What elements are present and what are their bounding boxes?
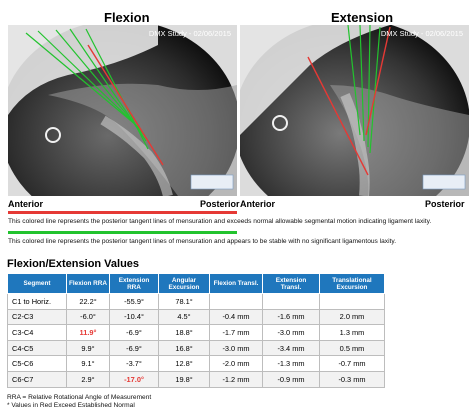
extension-xray-image: DMX Study - 02/06/2015	[240, 25, 469, 196]
footnote-red-values: * Values in Red Exceed Established Norma…	[7, 402, 135, 409]
cell-segment: C6-C7	[7, 370, 67, 388]
flexion-extension-table: Segment Flexion RRA Extension RRA Angula…	[7, 273, 385, 388]
table-row: C4-C5 9.9° -6.9° 16.8° -3.0 mm -3.4 mm 0…	[7, 339, 385, 357]
cell-extension-rra-exceeded: -17.0°	[109, 370, 159, 388]
table-header-row: Segment Flexion RRA Extension RRA Angula…	[7, 273, 385, 294]
header-flexion-transl: Flexion Transl.	[209, 273, 263, 294]
red-line-legend-text: This colored line represents the posteri…	[8, 218, 432, 225]
cell-translational-excursion: 2.0 mm	[319, 308, 385, 326]
flexion-xray-image: DMX Study - 02/06/2015	[8, 25, 237, 196]
cell-extension-rra: -3.7°	[109, 355, 159, 372]
flexion-title: Flexion	[104, 10, 150, 25]
flexion-anterior-label: Anterior	[8, 199, 44, 209]
cell-flexion-rra: -6.0°	[66, 308, 110, 326]
cell-flexion-rra-exceeded: 11.9°	[66, 324, 110, 341]
cell-translational-excursion: -0.3 mm	[319, 370, 385, 388]
cell-extension-rra: -55.9°	[109, 293, 159, 310]
flexion-posterior-label: Posterior	[200, 199, 240, 209]
cell-extension-transl: -1.3 mm	[262, 355, 320, 372]
cell-translational-excursion	[319, 293, 385, 310]
cell-angular-excursion: 78.1°	[158, 293, 210, 310]
cell-angular-excursion: 16.8°	[158, 339, 210, 357]
cell-translational-excursion: -0.7 mm	[319, 355, 385, 372]
table-title: Flexion/Extension Values	[7, 258, 140, 270]
header-angular-excursion: Angular Excursion	[158, 273, 210, 294]
cell-segment: C1 to Horiz.	[7, 293, 67, 310]
header-segment: Segment	[7, 273, 67, 294]
red-line-legend-swatch	[8, 211, 237, 214]
cell-extension-transl: -0.9 mm	[262, 370, 320, 388]
header-flexion-rra: Flexion RRA	[66, 273, 110, 294]
extension-study-stamp: DMX Study - 02/06/2015	[380, 29, 463, 38]
cell-segment: C4-C5	[7, 339, 67, 357]
extension-anterior-label: Anterior	[240, 199, 276, 209]
cell-extension-rra: -6.9°	[109, 339, 159, 357]
cell-translational-excursion: 0.5 mm	[319, 339, 385, 357]
cell-flexion-transl: -3.0 mm	[209, 339, 263, 357]
cell-extension-transl: -1.6 mm	[262, 308, 320, 326]
cell-angular-excursion: 19.8°	[158, 370, 210, 388]
header-extension-transl: Extension Transl.	[262, 273, 320, 294]
green-line-legend-swatch	[8, 231, 237, 234]
cell-extension-transl	[262, 293, 320, 310]
cell-extension-transl: -3.0 mm	[262, 324, 320, 341]
cell-flexion-transl: -0.4 mm	[209, 308, 263, 326]
cell-extension-rra: -6.9°	[109, 324, 159, 341]
cell-angular-excursion: 18.8°	[158, 324, 210, 341]
table-row: C2-C3 -6.0° -10.4° 4.5° -0.4 mm -1.6 mm …	[7, 308, 385, 326]
footnote-rra: RRA = Relative Rotational Angle of Measu…	[7, 394, 152, 401]
flexion-study-stamp: DMX Study - 02/06/2015	[148, 29, 231, 38]
cell-flexion-rra: 2.9°	[66, 370, 110, 388]
cell-segment: C5-C6	[7, 355, 67, 372]
extension-posterior-label: Posterior	[425, 199, 465, 209]
cell-flexion-transl: -1.7 mm	[209, 324, 263, 341]
green-line-legend-text: This colored line represents the posteri…	[8, 238, 397, 245]
cell-extension-rra: -10.4°	[109, 308, 159, 326]
table-row: C6-C7 2.9° -17.0° 19.8° -1.2 mm -0.9 mm …	[7, 370, 385, 388]
extension-title: Extension	[331, 10, 394, 25]
cell-flexion-rra: 22.2°	[66, 293, 110, 310]
cell-flexion-transl: -1.2 mm	[209, 370, 263, 388]
cell-translational-excursion: 1.3 mm	[319, 324, 385, 341]
cell-angular-excursion: 4.5°	[158, 308, 210, 326]
cell-segment: C3-C4	[7, 324, 67, 341]
cell-flexion-rra: 9.9°	[66, 339, 110, 357]
table-row: C1 to Horiz. 22.2° -55.9° 78.1°	[7, 293, 385, 310]
cell-flexion-transl: -2.0 mm	[209, 355, 263, 372]
table-row: C3-C4 11.9° -6.9° 18.8° -1.7 mm -3.0 mm …	[7, 324, 385, 341]
cell-flexion-transl	[209, 293, 263, 310]
header-translational-excursion: Translational Excursion	[319, 273, 385, 294]
cell-segment: C2-C3	[7, 308, 67, 326]
cell-angular-excursion: 12.8°	[158, 355, 210, 372]
table-row: C5-C6 9.1° -3.7° 12.8° -2.0 mm -1.3 mm -…	[7, 355, 385, 372]
cell-flexion-rra: 9.1°	[66, 355, 110, 372]
header-extension-rra: Extension RRA	[109, 273, 159, 294]
cell-extension-transl: -3.4 mm	[262, 339, 320, 357]
